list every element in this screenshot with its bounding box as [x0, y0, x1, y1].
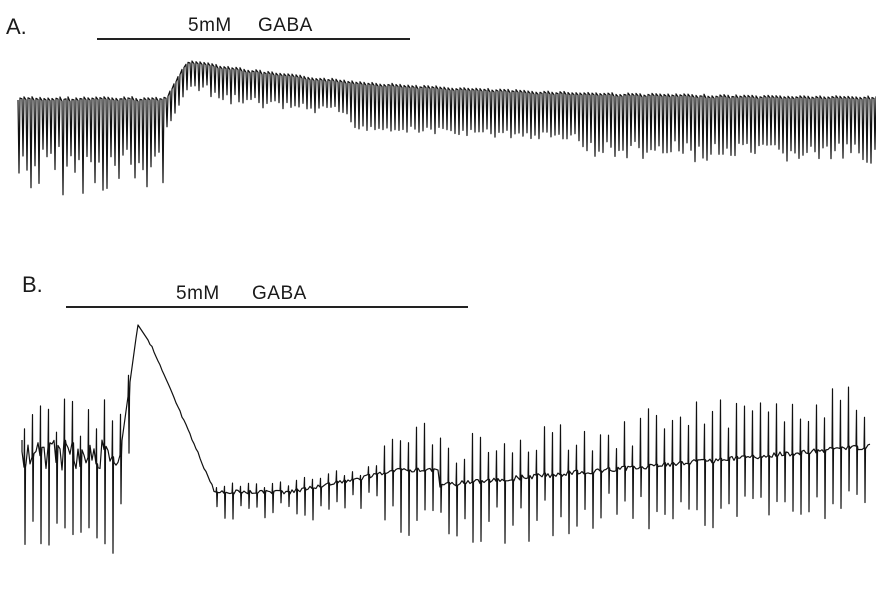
panel-a-label: A.: [6, 14, 27, 39]
panel-b-application-bar: [66, 306, 468, 308]
panel-b-drug-label: GABA: [252, 283, 307, 304]
panel-b-current-trace: [21, 324, 871, 554]
panel-b-concentration-label: 5mM: [176, 283, 220, 304]
panel-a-current-trace: [17, 60, 876, 196]
panel-a-application-bar: [97, 38, 410, 40]
panel-a-drug-label: GABA: [258, 15, 313, 36]
panel-b-label: B.: [22, 272, 43, 297]
panel-a-concentration-label: 5mM: [188, 15, 232, 36]
